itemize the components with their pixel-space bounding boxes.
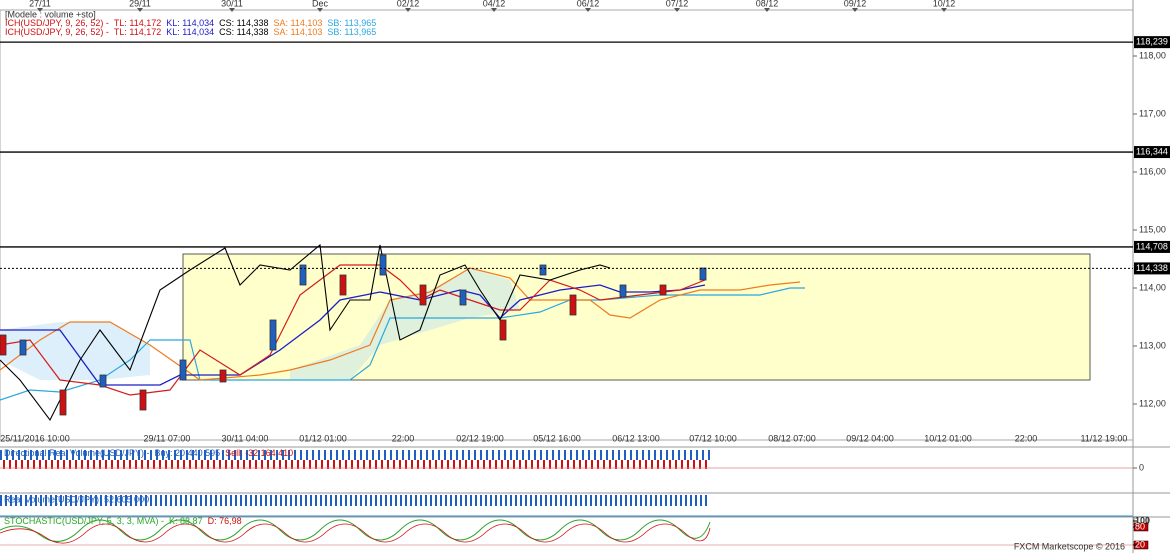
span-a [0,267,801,381]
footer: FXCM Marketscope © 2016 [1014,541,1125,551]
time-axis-label: 11/12 19:00 [1081,433,1128,443]
stoch-tick-label: 80 [1135,521,1145,531]
dv-buy: Buy: 20 440 595 [155,448,221,458]
real-volume-label: Real Volume(USD/JPY): 52 605 000 [4,494,149,504]
legend-name: ICH(USD/JPY, 9, 26, 52) - [5,18,109,28]
top-axis-marker [405,8,411,12]
top-axis-marker [674,8,680,12]
price-tick-label: 113,00 [1139,340,1166,350]
price-tick-label: 114,00 [1139,282,1166,292]
legend-name: ICH(USD/JPY, 9, 26, 52) - [5,27,109,37]
top-axis-marker [941,8,947,12]
candles [0,254,707,416]
legend-title: [Modele : volume +sto] [5,9,96,19]
stoch-tick-label: 20 [1135,539,1145,549]
price-level-box [1134,146,1170,159]
kijun [0,284,706,386]
legend-kl: KL: 114,034 [166,18,214,28]
stoch-tick-label: 100 [1135,515,1150,525]
price-tick-label: 112,00 [1139,398,1166,408]
top-axis-label: 04/12 [483,0,506,8]
legend-cs: CS: 114,338 [219,18,268,28]
time-axis-label: 10/12 01:00 [924,433,972,443]
top-axis-label: 08/12 [756,0,779,8]
legend-kl: KL: 114,034 [166,27,214,37]
legend-cs: CS: 114,338 [219,27,268,37]
legend-sb: SB: 113,965 [327,18,376,28]
top-axis-label: Dec [312,0,329,8]
time-axis-label: 01/12 01:00 [299,433,347,443]
price-tick-label: 117,00 [1139,108,1166,118]
time-axis-label: 02/12 19:00 [456,433,504,443]
top-axis-label: 06/12 [577,0,600,8]
tenkan [0,264,706,396]
price-level-label: 114,708 [1136,241,1168,251]
top-axis-label: 09/12 [844,0,867,8]
stoch-k [0,519,711,542]
top-axis-label: 27/11 [29,0,51,8]
top-axis-marker [317,8,323,12]
top-axis-label: 29/11 [129,0,151,8]
top-axis-marker [137,8,143,12]
top-axis-marker [585,8,591,12]
top-axis-label: 30/11 [221,0,243,8]
time-axis-label: 06/12 13:00 [612,433,660,443]
directional-volume-bars [0,450,710,490]
dv-tick-label: 0 [1139,462,1144,472]
time-axis-label: 29/11 07:00 [144,433,191,443]
legend-line: ICH(USD/JPY, 9, 26, 52) - TL: 114,172 KL: … [5,27,376,37]
stoch-d: D: 76,98 [208,516,242,526]
price-level-label: 118,239 [1136,37,1168,47]
price-level-box [1134,240,1170,253]
dv-sell: Sell: -32 164 410 [225,448,293,458]
price-tick-label: 118,00 [1139,50,1166,60]
time-axis-label: 22:00 [1015,433,1038,443]
price-tick-label: 115,00 [1139,224,1166,234]
legend-tl: TL: 114,172 [114,18,161,28]
legend: ICH(USD/JPY, 9, 26, 52) - TL: 114,172 KL: … [5,18,376,37]
directional-volume-label: Directional Real Volume(USD/JPY) - Buy: 2… [4,448,293,458]
top-axis-marker [229,8,235,12]
price-level-box [1134,262,1170,275]
stoch-d [0,523,711,544]
top-axis-marker [37,8,43,12]
stoch-k: K: 88,87 [169,516,203,526]
legend-line: ICH(USD/JPY, 9, 26, 52) - TL: 114,172 KL: … [5,18,376,28]
top-axis-label: 10/12 [933,0,956,8]
legend-tl: TL: 114,172 [114,27,161,37]
real-volume-bars [0,495,710,516]
time-axis-label: 09/12 04:00 [846,433,894,443]
time-axis-label: 07/12 10:00 [689,433,737,443]
price-level-label: 116,344 [1136,146,1168,156]
dv-name: Directional Real Volume(USD/JPY) - [4,448,150,458]
top-axis-label: 02/12 [397,0,420,8]
legend-sa: SA: 114,103 [274,27,323,37]
time-axis-label: 30/11 04:00 [222,433,269,443]
stochastic-label: STOCHASTIC(USD/JPY, 5, 3, 3, MVA) - K: 88… [4,516,242,526]
price-tick-label: 116,00 [1139,166,1166,176]
time-axis-label: 25/11/2016 10:00 [0,433,69,443]
time-axis-label: 05/12 16:00 [533,433,581,443]
legend-sa: SA: 114,103 [274,18,323,28]
time-axis-label: 22:00 [392,433,415,443]
top-axis-marker [852,8,858,12]
top-axis-marker [764,8,770,12]
stoch-name: STOCHASTIC(USD/JPY, 5, 3, 3, MVA) - [4,516,164,526]
top-axis-marker [491,8,497,12]
time-axis-label: 08/12 07:00 [768,433,816,443]
price-level-box [1134,36,1170,49]
price-level-label: 114,338 [1136,263,1168,273]
legend-sb: SB: 113,965 [327,27,376,37]
chikou [0,243,611,422]
top-axis-label: 07/12 [666,0,689,8]
